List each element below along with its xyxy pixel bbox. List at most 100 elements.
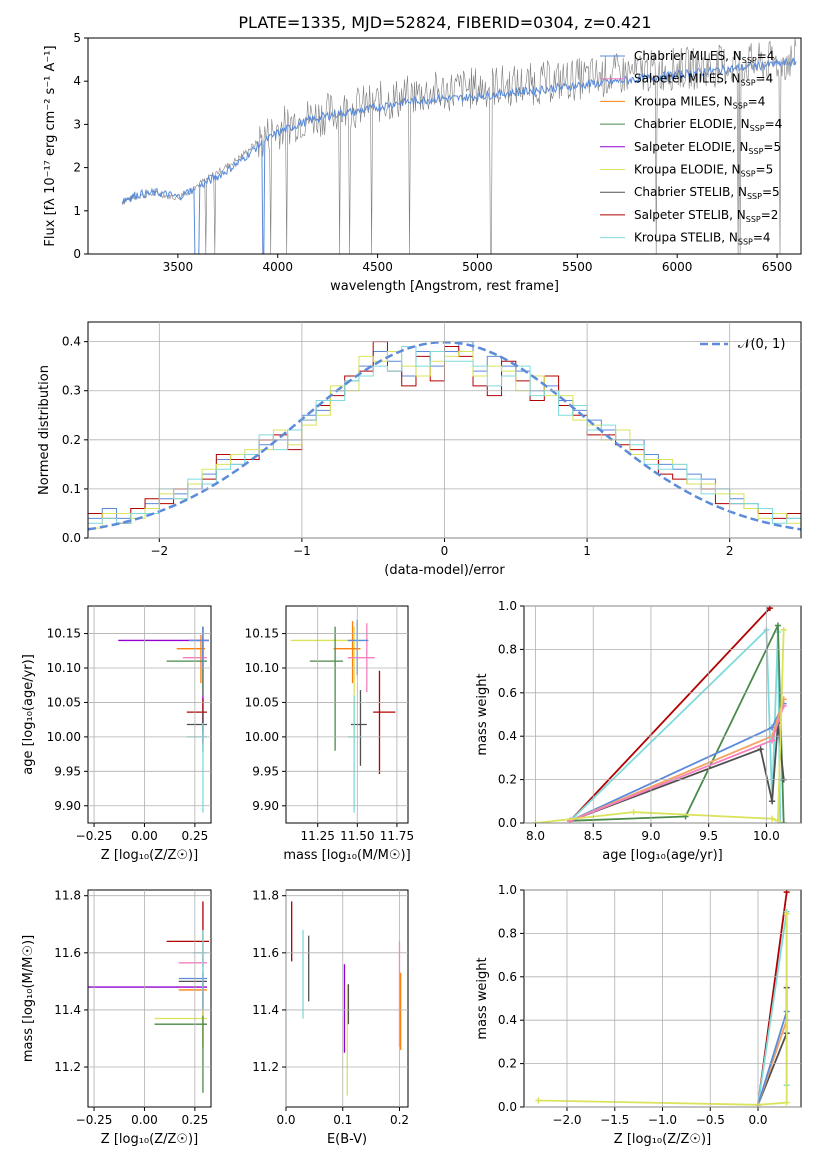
spectrum-series-line: [121, 56, 797, 254]
weight-series-line: [538, 913, 788, 1106]
chart-spectrum: 3500 4000 4500 5000 5500 6000 6500 0 1 2 3 4 5 wavele…: [43, 31, 802, 294]
y-tick-label: 5: [73, 31, 81, 45]
chart-age-vs-mass: 11.25 11.50 11.75 9.90 9.95 10.00 10.05 10.10 10…: [245, 605, 414, 863]
x-tick-label: 2: [726, 544, 734, 558]
x-tick-label: 11.75: [380, 829, 414, 843]
y-tick-label: 11.6: [252, 946, 279, 960]
legend-entry: Chabrier ELODIE, NSSP=4: [634, 117, 782, 133]
y-tick-label: 0.2: [498, 773, 517, 787]
spectrum-series-line: [121, 38, 797, 254]
plot-frame: [87, 889, 212, 1108]
plot-frame: [285, 605, 409, 824]
x-tick-label: 10.0: [753, 829, 780, 843]
chart-mass-vs-EBV: 0.0 0.1 0.2 11.2 11.4 11.6 11.8 E(B-V): [252, 889, 409, 1147]
y-tick-label: 11.2: [54, 1060, 81, 1074]
legend-entry: Chabrier STELIB, NSSP=5: [634, 185, 780, 201]
x-axis-label: Z [log₁₀(Z/Z☉)]: [101, 848, 198, 863]
y-tick-label: 0.8: [498, 926, 517, 940]
x-tick-label: 4000: [262, 260, 293, 274]
weight-series-line: [569, 607, 771, 822]
plot-area: [290, 619, 396, 813]
y-tick-label: 11.2: [252, 1060, 279, 1074]
x-tick-label: 8.5: [584, 829, 603, 843]
weight-point-marker: [769, 798, 776, 805]
y-axis-label: age [log₁₀(age/yr)]: [21, 654, 36, 775]
weight-point-marker: [757, 746, 764, 753]
x-tick-label: −1.0: [648, 1113, 677, 1127]
y-axis-label: mass weight: [475, 957, 490, 1039]
y-tick-label: 10.00: [47, 730, 81, 744]
legend-entry: Chabrier MILES, NSSP=4: [634, 49, 774, 65]
x-tick-label: 0.0: [276, 1113, 295, 1127]
chart-mass-vs-Z: −0.25 0.00 0.25 11.2 11.4 11.6 11.8 Z [log₁₀(Z/…: [21, 889, 212, 1147]
y-tick-label: 0.4: [498, 1013, 517, 1027]
y-tick-label: 10.10: [245, 661, 279, 675]
x-tick-label: 9.5: [699, 829, 718, 843]
x-axis-label: mass [log₁₀(M/M☉)]: [283, 848, 410, 863]
weight-series-line: [569, 627, 782, 823]
weight-point-marker: [774, 622, 781, 629]
legend: Chabrier MILES, NSSP=4 Salpeter MILES, NS…: [600, 49, 782, 247]
y-tick-label: 9.95: [252, 764, 279, 778]
y-tick-label: 10.05: [245, 695, 279, 709]
figure-title: PLATE=1335, MJD=52824, FIBERID=0304, z=0…: [238, 13, 651, 32]
y-tick-label: 0.8: [498, 642, 517, 656]
y-tick-label: 2: [73, 161, 81, 175]
y-axis-label: mass weight: [475, 673, 490, 755]
x-tick-label: 5500: [562, 260, 593, 274]
plot-frame: [523, 605, 802, 824]
chart-mass-weight-vs-Z: −2.0 −1.5 −1.0 −0.5 0.0 0.0 0.2 0.4 0.6 0.8 1.0 Z […: [475, 883, 802, 1147]
y-tick-label: 1.0: [498, 883, 517, 897]
weight-series-line: [757, 911, 788, 1105]
plot-frame: [87, 605, 212, 824]
weight-point-marker: [535, 1097, 542, 1104]
x-tick-label: −1.5: [600, 1113, 629, 1127]
legend-entry: Salpeter ELODIE, NSSP=5: [634, 140, 781, 156]
weight-point-marker: [769, 815, 776, 822]
y-axis-label: Flux [fλ 10⁻¹⁷ erg cm⁻² s⁻¹ A⁻¹]: [43, 45, 58, 246]
y-tick-label: 0.4: [62, 335, 81, 349]
y-tick-label: 9.90: [252, 799, 279, 813]
legend-entry: Salpeter MILES, NSSP=4: [634, 72, 773, 88]
legend-entry: Kroupa STELIB, NSSP=4: [634, 231, 771, 247]
y-tick-label: 0.4: [498, 729, 517, 743]
weight-series-line: [570, 625, 785, 823]
x-tick-label: 0: [441, 544, 449, 558]
y-tick-label: 0.2: [62, 433, 81, 447]
y-tick-label: 0.1: [62, 482, 81, 496]
weight-point-marker: [780, 820, 787, 823]
y-tick-label: 10.00: [245, 730, 279, 744]
y-tick-label: 11.6: [54, 946, 81, 960]
y-tick-label: 11.4: [252, 1003, 279, 1017]
x-tick-label: −1: [293, 544, 311, 558]
y-tick-label: 9.95: [54, 764, 81, 778]
y-tick-label: 1.0: [498, 599, 517, 613]
x-axis-label: E(B-V): [327, 1132, 367, 1147]
x-tick-label: 11.25: [301, 829, 335, 843]
chart-age-vs-Z: −0.25 0.00 0.25 9.90 9.95 10.00 10.05 10.10 10.1…: [21, 605, 212, 863]
plot-area: [121, 38, 797, 254]
y-axis-label: Normed distribution: [37, 365, 52, 495]
y-tick-label: 0.0: [62, 531, 81, 545]
y-tick-label: 0.3: [62, 384, 81, 398]
y-tick-label: 1: [73, 204, 81, 218]
chart-residuals: −2 −1 0 1 2 0.0 0.1 0.2 0.3 0.4 (data-model)/error…: [37, 321, 802, 578]
weight-point-marker: [780, 626, 787, 633]
x-tick-label: 1: [583, 544, 591, 558]
x-tick-label: −2: [150, 544, 168, 558]
y-tick-label: 0.6: [498, 970, 517, 984]
legend-entry: Kroupa ELODIE, NSSP=5: [634, 163, 773, 179]
legend-entry: 𝒩(0, 1): [738, 337, 785, 352]
x-axis-label: (data-model)/error: [384, 563, 505, 578]
x-tick-label: 0.00: [131, 1113, 158, 1127]
x-tick-label: 3500: [163, 260, 194, 274]
y-tick-label: 11.8: [252, 889, 279, 903]
x-tick-label: 0.1: [333, 1113, 352, 1127]
plot-area: [532, 606, 787, 823]
x-tick-label: 0.00: [131, 829, 158, 843]
y-tick-label: 11.8: [54, 889, 81, 903]
legend-entry: Kroupa MILES, NSSP=4: [634, 94, 765, 110]
y-tick-label: 0.0: [498, 816, 517, 830]
chart-mass-weight-vs-age: 8.0 8.5 9.0 9.5 10.0 0.0 0.2 0.4 0.6 0.8 1.0 age [l…: [475, 599, 802, 863]
